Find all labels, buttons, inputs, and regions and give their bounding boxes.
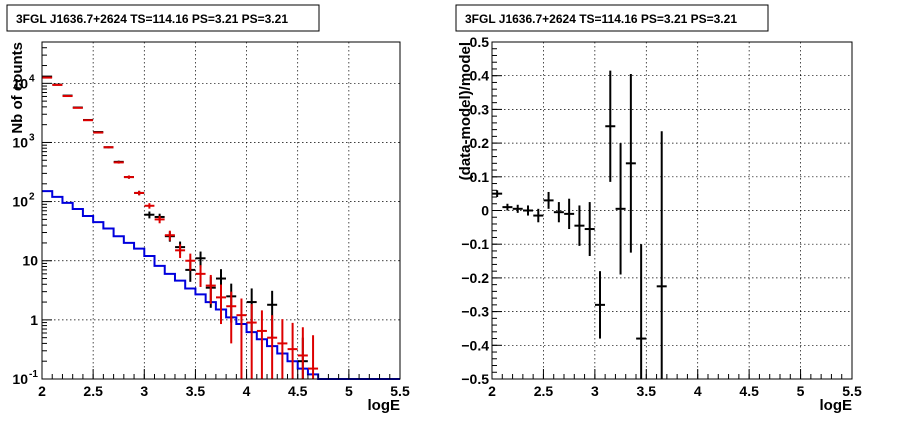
right-x-tick-label: 5.5	[842, 383, 862, 399]
right-title-box	[455, 4, 769, 32]
left-x-tick-label: 4	[243, 383, 251, 399]
left-model-line	[42, 190, 400, 380]
left-y-tick-base: 10	[12, 75, 28, 91]
right-x-tick-label: 5	[797, 383, 805, 399]
right-x-tick-label: 3	[591, 383, 599, 399]
right-y-tick-labels: −0.5 −0.4 −0.3 −0.2 −0.1 0 0.1 0.2 0.3 0.4 0.5	[461, 34, 489, 387]
left-y-axis-title: Nb of counts	[9, 42, 26, 134]
right-x-tick-label: 2	[488, 383, 496, 399]
left-title-box	[6, 4, 320, 32]
right-x-tick-label: 4.5	[739, 383, 759, 399]
left-title: 3FGL J1636.7+2624 TS=114.16 PS=3.21 PS=3…	[16, 12, 288, 26]
left-y-tick-label: 10	[12, 75, 28, 91]
right-title: 3FGL J1636.7+2624 TS=114.16 PS=3.21 PS=3…	[465, 12, 737, 26]
right-y-tick-label: 0.2	[470, 135, 490, 151]
left-x-axis-title: logE	[368, 397, 401, 414]
right-x-tick-label: 4	[694, 383, 702, 399]
left-y-tick-exponent: -1	[29, 369, 38, 380]
left-panel: 3FGL J1636.7+2624 TS=114.16 PS=3.21 PS=3…	[6, 4, 410, 414]
left-x-tick-label: 2	[38, 383, 46, 399]
right-x-tick-label: 3.5	[637, 383, 657, 399]
right-y-tick-label: −0.5	[461, 371, 489, 387]
right-x-tick-labels: 2 2.5 3 3.5 4 4.5 5 5.5	[488, 383, 862, 399]
left-x-tick-label: 3	[140, 383, 148, 399]
left-model-step-line	[42, 190, 400, 380]
left-x-tick-label: 3.5	[186, 383, 206, 399]
left-y-tick-base: 10	[12, 371, 28, 387]
right-residual-points	[492, 70, 667, 379]
right-y-tick-label: −0.1	[461, 236, 489, 252]
right-x-axis-title: logE	[820, 397, 853, 414]
left-y-tick-label: 1	[30, 312, 38, 328]
right-y-tick-label: 0.1	[470, 169, 490, 185]
left-y-tick-label: 10	[12, 371, 28, 387]
left-ticks	[41, 41, 401, 380]
left-y-tick-label: 10	[12, 194, 28, 210]
left-y-tick-base: 1	[30, 312, 38, 328]
right-x-tick-label: 2.5	[534, 383, 554, 399]
right-y-tick-label: −0.2	[461, 270, 489, 286]
left-x-tick-label: 5.5	[390, 383, 410, 399]
left-y-tick-label: 10	[22, 253, 38, 269]
left-grid	[42, 42, 400, 379]
left-plot-frame	[41, 41, 401, 380]
left-y-tick-exponent: 2	[29, 192, 35, 203]
left-model-points	[42, 76, 319, 379]
right-y-tick-label: −0.4	[461, 337, 489, 353]
left-x-tick-labels: 2 2.5 3 3.5 4 4.5 5 5.5	[38, 383, 410, 399]
right-y-axis-title: (data-model)/model	[457, 42, 474, 180]
left-y-tick-exponent: 4	[29, 73, 35, 84]
left-data-points	[42, 75, 308, 379]
left-x-tick-label: 4.5	[288, 383, 308, 399]
right-y-tick-label: 0.3	[470, 101, 490, 117]
right-grid	[492, 42, 852, 379]
left-y-tick-base: 10	[22, 253, 38, 269]
right-y-tick-label: −0.3	[461, 304, 489, 320]
left-x-tick-label: 2.5	[83, 383, 103, 399]
left-x-tick-label: 5	[345, 383, 353, 399]
left-y-tick-exponent: 3	[29, 132, 35, 143]
left-y-tick-label: 10	[12, 134, 28, 150]
right-y-tick-label: 0	[481, 203, 489, 219]
right-y-tick-label: 0.5	[470, 34, 490, 50]
left-y-tick-base: 10	[12, 134, 28, 150]
right-ticks	[491, 41, 853, 380]
right-panel: 3FGL J1636.7+2624 TS=114.16 PS=3.21 PS=3…	[455, 4, 862, 414]
right-y-tick-label: 0.4	[470, 68, 490, 84]
left-y-tick-base: 10	[12, 194, 28, 210]
